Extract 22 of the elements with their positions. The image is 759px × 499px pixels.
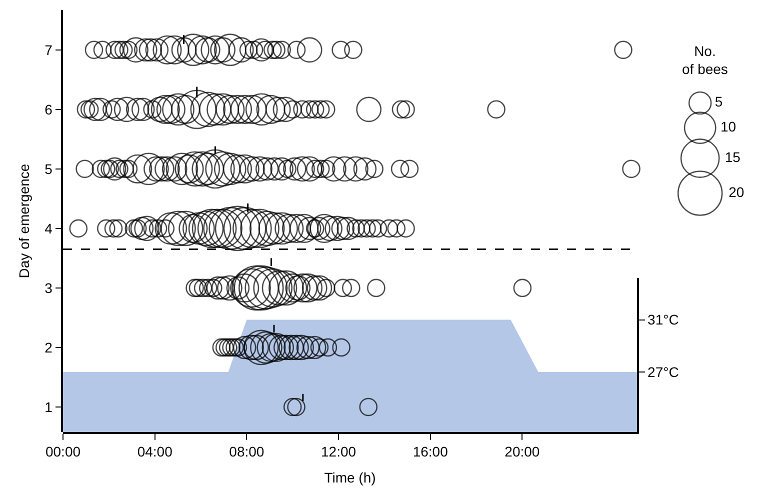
x-tick-label: 00:00 — [45, 444, 81, 460]
y2-tick-label: 27°C — [648, 364, 679, 380]
x-tick-label: 16:00 — [412, 444, 448, 460]
x-axis-title: Time (h) — [324, 469, 376, 486]
x-tick-label: 12:00 — [320, 444, 356, 460]
y-tick-label: 6 — [44, 101, 53, 118]
legend-label: 20 — [728, 184, 744, 200]
y-tick-label: 4 — [44, 220, 53, 236]
x-tick-label: 04:00 — [137, 444, 173, 460]
y-tick-label: 7 — [44, 42, 53, 58]
legend-label: 15 — [724, 148, 741, 165]
y2-tick-label: 31°C — [648, 312, 679, 328]
legend-title: No. of bees — [682, 43, 728, 78]
x-tick-label: 20:00 — [504, 444, 540, 460]
y-tick-label: 3 — [44, 280, 53, 296]
x-tick-label: 08:00 — [229, 444, 264, 460]
legend-label: 5 — [714, 94, 723, 110]
legend-label: 10 — [720, 118, 736, 134]
y-tick-label: 1 — [44, 398, 53, 415]
y-tick-label: 2 — [44, 339, 53, 356]
y-axis-title: Day of emergence — [16, 164, 32, 278]
y-tick-label: 5 — [44, 160, 53, 177]
